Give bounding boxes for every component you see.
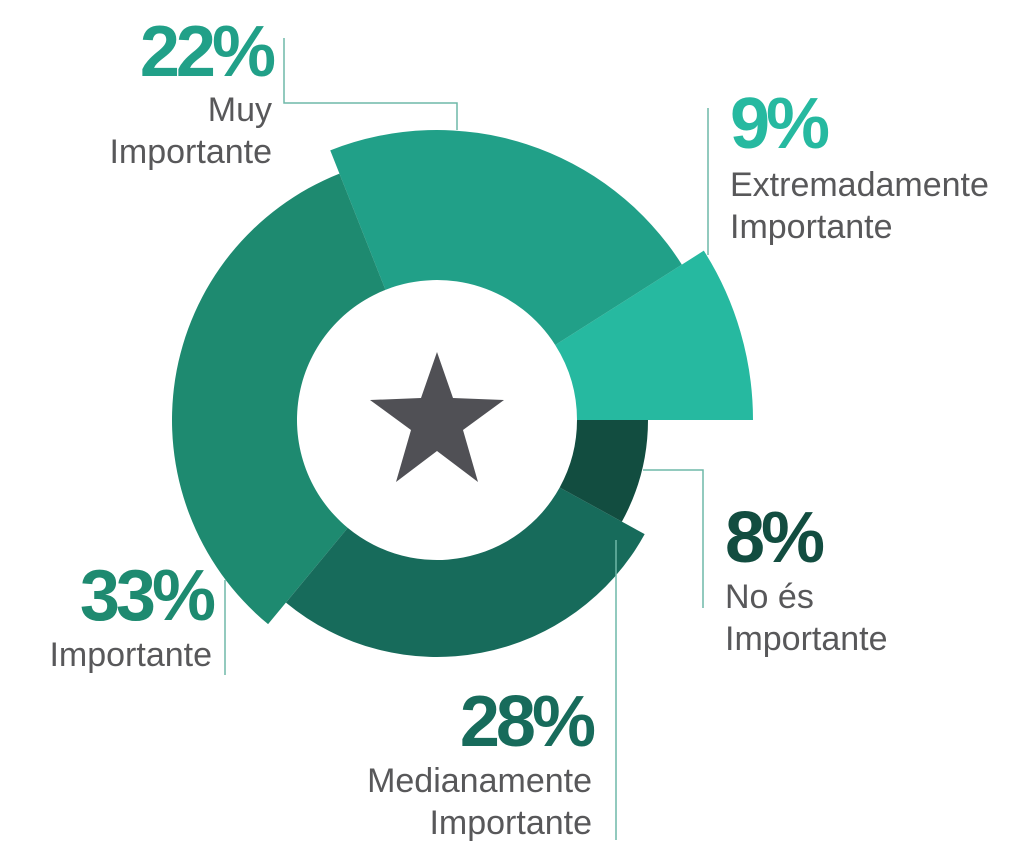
value-label: 9% — [730, 84, 829, 164]
label-line: Muy — [208, 91, 272, 129]
category-label: Medianamente Importante — [367, 762, 592, 842]
sector — [330, 130, 682, 345]
leader-line — [283, 38, 458, 130]
value-label: 22% — [140, 12, 275, 92]
sectors — [171, 130, 753, 657]
label-line: Importante — [109, 133, 272, 171]
label-line: No és — [725, 578, 814, 616]
category-label: Importante — [49, 636, 212, 674]
sector — [555, 250, 753, 420]
label-line: Importante — [429, 804, 592, 842]
value-label: 8% — [725, 498, 824, 578]
leader-line — [643, 469, 704, 608]
category-label: Extremadamente Importante — [730, 166, 989, 246]
sector — [559, 420, 648, 522]
label-line: Importante — [730, 208, 893, 246]
sector — [171, 173, 386, 625]
sector — [285, 487, 645, 657]
label-line: Medianamente — [367, 762, 592, 800]
label-line: Importante — [725, 620, 888, 658]
value-label: 33% — [80, 556, 215, 636]
labels: 9%Extremadamente Importante 22%Muy Importan… — [49, 12, 988, 842]
category-label: No és Importante — [725, 578, 888, 658]
star-icon — [370, 352, 504, 482]
label-line: Extremadamente — [730, 166, 989, 204]
category-label: Muy Importante — [109, 91, 272, 171]
value-label: 28% — [460, 682, 595, 762]
